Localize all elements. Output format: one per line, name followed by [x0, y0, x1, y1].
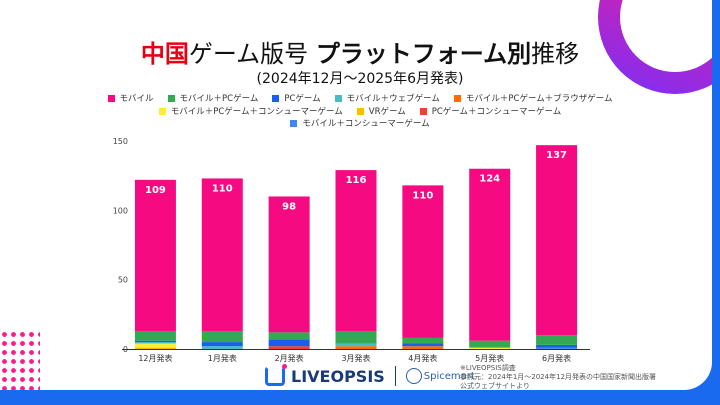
bar-segment: [402, 337, 444, 344]
legend-row: モバイル＋PCゲーム＋コンシューマーゲーム VRゲーム PCゲーム＋コンシューマーゲ…: [0, 106, 720, 119]
data-label: 116: [346, 175, 367, 186]
source-note: ※LIVEOPSIS調査 参照元：2024年1月～2024年12月発表の中国国家…: [460, 364, 665, 391]
y-tick-label: 100: [113, 206, 128, 215]
legend-swatch: [167, 95, 175, 102]
y-tick-label: 150: [113, 137, 128, 146]
bar-segment: [536, 344, 578, 348]
bar-segment: [402, 343, 444, 347]
data-label: 124: [479, 174, 500, 185]
legend-swatch: [356, 107, 364, 115]
bar-segment: [134, 342, 176, 344]
title-bold: プラットフォーム別: [315, 40, 532, 68]
title-part: 推移: [531, 40, 580, 68]
liveopsis-logo: LIVEOPSIS: [291, 366, 385, 386]
legend-item: モバイル: [107, 93, 154, 106]
data-label: 98: [282, 201, 296, 212]
legend-label: モバイル＋ウェブゲーム: [346, 94, 440, 104]
footer-logos: LIVEOPSIS Spicemart: [265, 364, 475, 386]
bar-segment: [536, 145, 578, 336]
legend: モバイル モバイル＋PCゲーム PCゲーム モバイル＋ウェブゲーム モバイル＋PCゲーム…: [0, 93, 720, 131]
bar-segment: [268, 346, 310, 349]
x-tick-label: 2月発表: [275, 353, 304, 363]
bar-segment: [268, 339, 310, 347]
decorative-ring: [598, 0, 712, 94]
legend-item: モバイル＋コンシューマーゲーム: [290, 118, 430, 131]
bar-segment: [201, 346, 243, 349]
legend-swatch: [453, 95, 461, 102]
legend-label: モバイル＋コンシューマーゲーム: [302, 119, 430, 129]
bar-segment: [469, 347, 511, 349]
bar-segment: [469, 168, 511, 341]
bar-segment: [536, 347, 578, 349]
x-tick-label: 1月発表: [208, 353, 237, 363]
title-red: 中国: [140, 40, 189, 68]
data-label: 137: [546, 150, 567, 161]
bar-segment: [201, 178, 243, 331]
legend-label: モバイル: [119, 94, 154, 104]
legend-swatch: [419, 107, 427, 115]
chart-title: 中国ゲーム版号 プラットフォーム別推移: [0, 34, 720, 69]
bar-segment: [335, 343, 377, 347]
legend-item: モバイル＋PCゲーム＋コンシューマーゲーム: [158, 106, 343, 119]
bar-segment: [335, 330, 377, 344]
legend-label: モバイル＋PCゲーム＋コンシューマーゲーム: [170, 106, 343, 117]
legend-item: PCゲーム: [272, 93, 321, 106]
data-label: 110: [412, 190, 433, 201]
x-tick-label: 3月発表: [341, 353, 370, 363]
divider: [394, 366, 396, 386]
legend-item: VRゲーム: [356, 106, 406, 119]
legend-label: VRゲーム: [368, 106, 406, 117]
legend-item: モバイル＋PCゲーム＋ブラウザゲーム: [453, 93, 613, 106]
decorative-dots: [0, 330, 40, 390]
legend-label: PCゲーム＋コンシューマーゲーム: [431, 106, 562, 117]
legend-row: モバイル モバイル＋PCゲーム PCゲーム モバイル＋ウェブゲーム モバイル＋PCゲーム…: [0, 93, 720, 106]
legend-label: モバイル＋PCゲーム: [179, 94, 259, 104]
bar-segment: [469, 340, 511, 348]
bar-segment: [335, 170, 377, 331]
spicemart-text: Spicemart: [423, 370, 475, 382]
bar-segment: [536, 335, 578, 345]
y-tick-label: 50: [118, 276, 128, 285]
bar-segment: [402, 346, 444, 349]
bar-segment: [335, 346, 377, 349]
bar-segment: [201, 330, 243, 343]
legend-item: モバイル＋PCゲーム: [167, 93, 259, 106]
data-label: 109: [145, 185, 166, 196]
x-tick-label: 5月発表: [475, 353, 504, 363]
x-tick-label: 12月発表: [138, 353, 172, 363]
bar-segment: [134, 330, 176, 341]
title-part: ゲーム版号: [188, 40, 316, 68]
bar-segment: [134, 179, 176, 331]
bar-segment: [268, 196, 310, 333]
legend-label: PCゲーム: [284, 94, 321, 104]
legend-item: モバイル＋ウェブゲーム: [334, 93, 440, 106]
legend-swatch: [107, 95, 115, 102]
legend-row: モバイル＋コンシューマーゲーム: [0, 118, 720, 131]
legend-label: モバイル＋PCゲーム＋ブラウザゲーム: [465, 94, 613, 104]
data-label: 110: [212, 183, 233, 194]
bar-segment: [134, 340, 176, 343]
x-tick-label: 6月発表: [542, 353, 571, 363]
note-line: ※LIVEOPSIS調査: [460, 364, 516, 372]
bar-segment: [134, 343, 176, 348]
legend-swatch: [290, 120, 298, 127]
bar-segment: [134, 347, 176, 349]
legend-swatch: [158, 107, 166, 115]
legend-item: PCゲーム＋コンシューマーゲーム: [419, 106, 562, 119]
bar-segment: [402, 185, 444, 338]
x-tick-label: 4月発表: [408, 353, 437, 363]
legend-swatch: [334, 95, 342, 102]
bar-segment: [201, 342, 243, 347]
chart-subtitle: (2024年12月～2025年6月発表): [256, 71, 464, 87]
liveopsis-logo-icon: [265, 364, 287, 386]
globe-icon: [405, 368, 422, 384]
spicemart-logo: Spicemart: [405, 368, 475, 384]
bar-segment: [268, 332, 310, 340]
legend-swatch: [272, 95, 280, 102]
note-line: 参照元：2024年1月～2024年12月発表の中国国家新聞出版署 公式ウェブサイ…: [460, 373, 656, 390]
